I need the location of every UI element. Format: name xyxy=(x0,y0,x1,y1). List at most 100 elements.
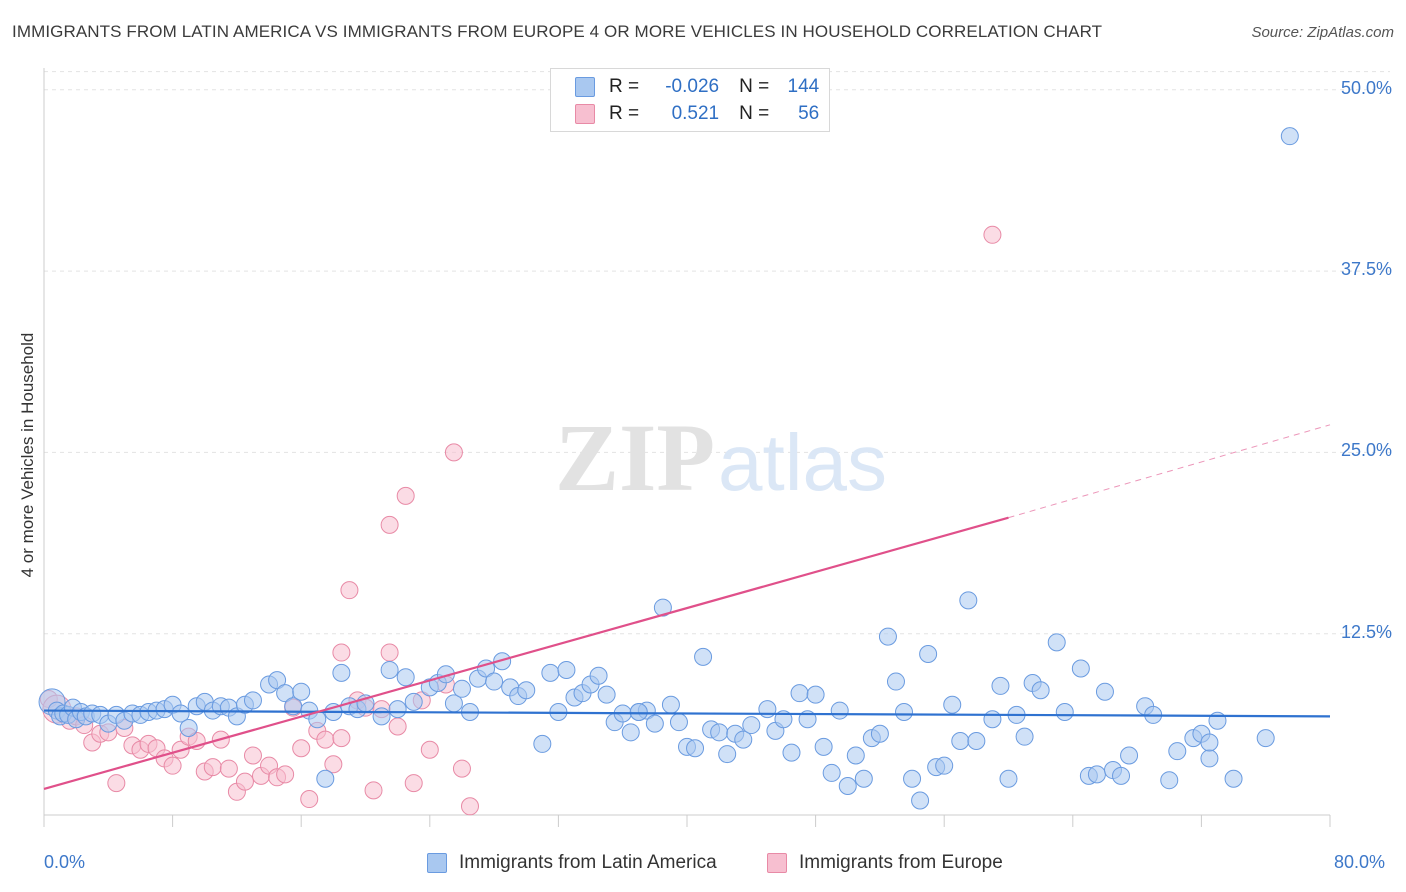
data-point-latin-america xyxy=(332,663,351,682)
data-point-latin-america xyxy=(589,666,608,685)
data-point-latin-america xyxy=(935,756,954,775)
data-point-latin-america xyxy=(597,685,616,704)
data-point-latin-america xyxy=(686,739,705,758)
trend-lines xyxy=(43,424,1331,790)
data-point-europe xyxy=(396,486,415,505)
grid-lines xyxy=(44,71,1390,635)
data-point-latin-america xyxy=(903,769,922,788)
data-point-latin-america xyxy=(653,598,672,617)
data-point-europe xyxy=(292,739,311,758)
data-point-latin-america xyxy=(1168,742,1187,761)
data-point-latin-america xyxy=(268,671,287,690)
data-point-latin-america xyxy=(742,716,761,735)
legend-row-latin-america: R = -0.026 N = 144 xyxy=(575,75,819,99)
data-point-europe xyxy=(420,740,439,759)
data-point-europe xyxy=(380,643,399,662)
data-point-latin-america xyxy=(669,713,688,732)
data-point-latin-america xyxy=(1256,729,1275,748)
x-tick-label-max: 80.0% xyxy=(1334,852,1386,872)
data-point-latin-america xyxy=(179,718,198,737)
data-point-latin-america xyxy=(645,714,664,733)
data-point-latin-america xyxy=(814,737,833,756)
data-point-latin-america xyxy=(1031,681,1050,700)
watermark: ZIP atlas xyxy=(555,404,887,511)
bottom-legend-latin-america: Immigrants from Latin America xyxy=(427,852,717,874)
data-point-latin-america xyxy=(911,791,930,810)
data-point-europe xyxy=(276,765,295,784)
bottom-legend-swatch-blue xyxy=(427,853,447,873)
y-tick-label: 37.5% xyxy=(1340,259,1392,280)
data-point-latin-america xyxy=(951,732,970,751)
data-point-latin-america xyxy=(734,730,753,749)
data-point-europe xyxy=(364,781,383,800)
axes xyxy=(43,68,1331,827)
data-point-latin-america xyxy=(1015,727,1034,746)
data-point-latin-america xyxy=(991,676,1010,695)
data-point-latin-america xyxy=(919,644,938,663)
data-point-latin-america xyxy=(1055,703,1074,722)
data-point-europe xyxy=(324,755,343,774)
y-tick-label: 50.0% xyxy=(1340,77,1392,98)
data-point-europe xyxy=(983,225,1002,244)
data-point-latin-america xyxy=(557,660,576,679)
data-point-latin-america xyxy=(1071,659,1090,678)
watermark-atlas: atlas xyxy=(718,418,887,507)
data-point-latin-america xyxy=(1047,633,1066,652)
data-point-latin-america xyxy=(292,682,311,701)
legend-row-europe: R = 0.521 N = 56 xyxy=(575,102,819,126)
data-point-latin-america xyxy=(790,684,809,703)
legend-n-value-blue: 144 xyxy=(787,76,820,97)
trend-line-europe-extension xyxy=(1008,424,1331,519)
data-point-latin-america xyxy=(886,672,905,691)
data-point-latin-america xyxy=(959,591,978,610)
data-point-latin-america xyxy=(895,703,914,722)
data-point-latin-america xyxy=(983,710,1002,729)
data-point-latin-america xyxy=(967,732,986,751)
data-point-latin-america xyxy=(870,724,889,743)
data-point-europe xyxy=(107,774,126,793)
data-point-latin-america xyxy=(380,660,399,679)
data-point-latin-america xyxy=(1280,127,1299,146)
chart-title: IMMIGRANTS FROM LATIN AMERICA VS IMMIGRA… xyxy=(12,22,1103,41)
data-point-latin-america xyxy=(710,723,729,742)
trend-line-europe xyxy=(43,516,1009,790)
data-point-latin-america xyxy=(1224,769,1243,788)
data-point-europe xyxy=(300,790,319,809)
data-point-latin-america xyxy=(316,769,335,788)
data-point-latin-america xyxy=(1160,771,1179,790)
data-point-latin-america xyxy=(533,734,552,753)
legend-n-label: N = xyxy=(739,76,770,97)
data-point-latin-america xyxy=(822,763,841,782)
trend-line-latin-america xyxy=(43,709,1331,718)
data-point-latin-america xyxy=(878,627,897,646)
data-point-latin-america xyxy=(1087,765,1106,784)
data-point-latin-america xyxy=(782,743,801,762)
legend-r-label: R = xyxy=(609,103,640,124)
legend-r-value-blue: -0.026 xyxy=(665,76,720,97)
x-tick-label-min: 0.0% xyxy=(44,852,86,872)
data-point-latin-america xyxy=(661,695,680,714)
data-point-europe xyxy=(332,729,351,748)
legend: R = -0.026 N = 144 R = 0.521 N = 56 xyxy=(550,68,830,132)
data-point-europe xyxy=(316,730,335,749)
data-point-europe xyxy=(388,717,407,736)
data-point-europe xyxy=(340,581,359,600)
data-point-latin-america xyxy=(1120,746,1139,765)
data-point-latin-america xyxy=(999,769,1018,788)
legend-swatch-blue xyxy=(575,77,595,97)
legend-swatch-pink xyxy=(575,104,595,124)
data-point-latin-america xyxy=(1200,733,1219,752)
data-point-latin-america xyxy=(943,695,962,714)
data-point-europe xyxy=(163,756,182,775)
data-point-latin-america xyxy=(171,704,190,723)
data-point-europe xyxy=(235,772,254,791)
data-point-latin-america xyxy=(830,701,849,720)
bottom-legend-label-blue: Immigrants from Latin America xyxy=(459,852,717,873)
data-point-latin-america xyxy=(758,700,777,719)
data-point-latin-america xyxy=(388,700,407,719)
series-latin-america-points xyxy=(38,127,1299,810)
data-point-latin-america xyxy=(1112,766,1131,785)
bottom-legend-swatch-pink xyxy=(767,853,787,873)
bottom-legend-label-pink: Immigrants from Europe xyxy=(799,852,1003,873)
